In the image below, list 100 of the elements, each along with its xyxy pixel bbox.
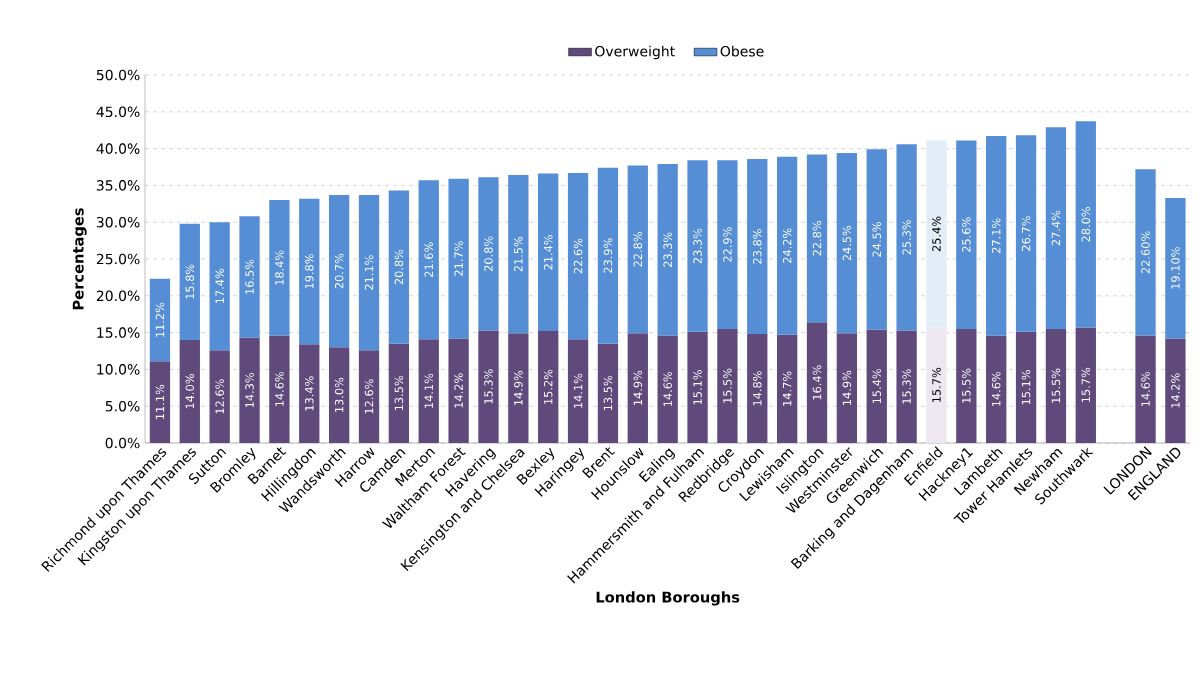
legend-label: Obese <box>720 45 764 57</box>
bar <box>567 339 589 443</box>
data-label: 15.5% <box>723 368 732 403</box>
data-label: 14.6% <box>1141 371 1150 407</box>
data-label: 20.7% <box>334 253 344 289</box>
bar <box>269 335 290 443</box>
bar <box>597 343 619 443</box>
data-label: 20.8% <box>484 236 493 272</box>
data-label: 21.5% <box>514 236 523 272</box>
data-label: 15.2% <box>543 369 553 404</box>
bar <box>418 180 439 340</box>
data-label: 28.0% <box>1081 207 1091 242</box>
data-label: 22.60% <box>1141 231 1150 274</box>
bar <box>896 330 917 443</box>
data-label: 12.6% <box>364 379 374 414</box>
bar <box>179 223 200 340</box>
data-label: 14.7% <box>782 371 792 406</box>
bar <box>627 333 648 443</box>
data-label: 14.6% <box>275 371 284 407</box>
data-label: 27.1% <box>991 218 1001 253</box>
data-label: 13.5% <box>603 375 613 411</box>
bar <box>418 339 439 443</box>
data-label: 25.4% <box>932 216 941 252</box>
data-label: 14.3% <box>245 373 254 408</box>
data-label: 13.0% <box>334 377 344 412</box>
bar <box>508 175 529 334</box>
data-label: 14.6% <box>663 371 672 407</box>
data-label: 14.9% <box>514 370 523 405</box>
bar <box>657 164 678 336</box>
bar <box>836 333 858 443</box>
data-label: 23.8% <box>752 229 762 264</box>
y-tick-label: 15.0% <box>97 327 140 338</box>
bar <box>239 337 260 443</box>
bar <box>776 334 798 443</box>
bar <box>747 158 768 335</box>
y-tick-label: 40.0% <box>96 143 140 154</box>
data-label: 21.1% <box>364 255 374 290</box>
data-label: 15.7% <box>1081 367 1091 402</box>
data-label: 15.5% <box>962 368 971 403</box>
bar <box>866 149 887 330</box>
data-label: 22.9% <box>723 227 732 262</box>
data-label: 19.10% <box>1171 247 1180 289</box>
data-label: 16.5% <box>245 259 254 294</box>
bar <box>1015 135 1037 332</box>
data-label: 25.6% <box>962 217 971 252</box>
bar <box>209 222 230 351</box>
bar <box>627 165 648 334</box>
y-axis-title: Percentages <box>72 208 87 310</box>
y-tick-label: 50.0% <box>96 69 140 81</box>
bar <box>717 160 738 329</box>
data-label: 21.7% <box>454 241 463 276</box>
bar <box>448 338 469 443</box>
data-label: 15.4% <box>872 368 882 404</box>
bar <box>1045 127 1067 329</box>
bar <box>478 330 499 443</box>
data-label: 15.1% <box>693 370 702 405</box>
bar <box>1015 331 1037 443</box>
bar <box>717 328 738 443</box>
data-label: 14.9% <box>842 370 852 405</box>
data-label: 26.7% <box>1021 216 1031 251</box>
data-label: 25.3% <box>902 219 911 255</box>
bar <box>538 331 559 443</box>
bar <box>747 334 768 443</box>
data-label: 14.9% <box>633 370 643 405</box>
data-label: 23.3% <box>693 228 702 264</box>
bar <box>1045 328 1067 443</box>
bar <box>358 350 380 443</box>
bar <box>687 331 708 443</box>
y-tick-label: 10.0% <box>97 364 140 375</box>
bar <box>806 154 828 323</box>
bar <box>328 194 350 348</box>
y-tick-label: 45.0% <box>96 106 140 118</box>
data-label: 11.1% <box>155 384 165 419</box>
data-label: 17.4% <box>215 268 224 303</box>
bar <box>269 200 290 336</box>
bar <box>149 361 171 443</box>
x-axis-title: London Boroughs <box>596 591 740 606</box>
bar <box>956 140 977 329</box>
bar <box>866 329 887 443</box>
bar <box>508 333 529 443</box>
data-label: 20.8% <box>394 249 404 285</box>
bar <box>538 173 559 332</box>
bar <box>806 322 828 443</box>
bar <box>299 198 320 345</box>
bar <box>328 347 350 443</box>
bar <box>836 153 858 334</box>
bar <box>776 156 798 335</box>
y-tick-label: 25.0% <box>96 253 140 265</box>
data-label: 21.4% <box>543 235 553 270</box>
bar <box>1165 197 1186 339</box>
data-label: 14.8% <box>752 371 762 406</box>
bar <box>358 194 380 351</box>
data-label: 11.2% <box>155 302 165 337</box>
bar <box>239 216 260 338</box>
data-label: 22.6% <box>573 238 583 274</box>
bar <box>388 190 410 344</box>
data-label: 22.8% <box>812 221 822 256</box>
bar <box>687 160 708 332</box>
bar <box>478 177 499 331</box>
data-label: 24.5% <box>842 225 852 261</box>
